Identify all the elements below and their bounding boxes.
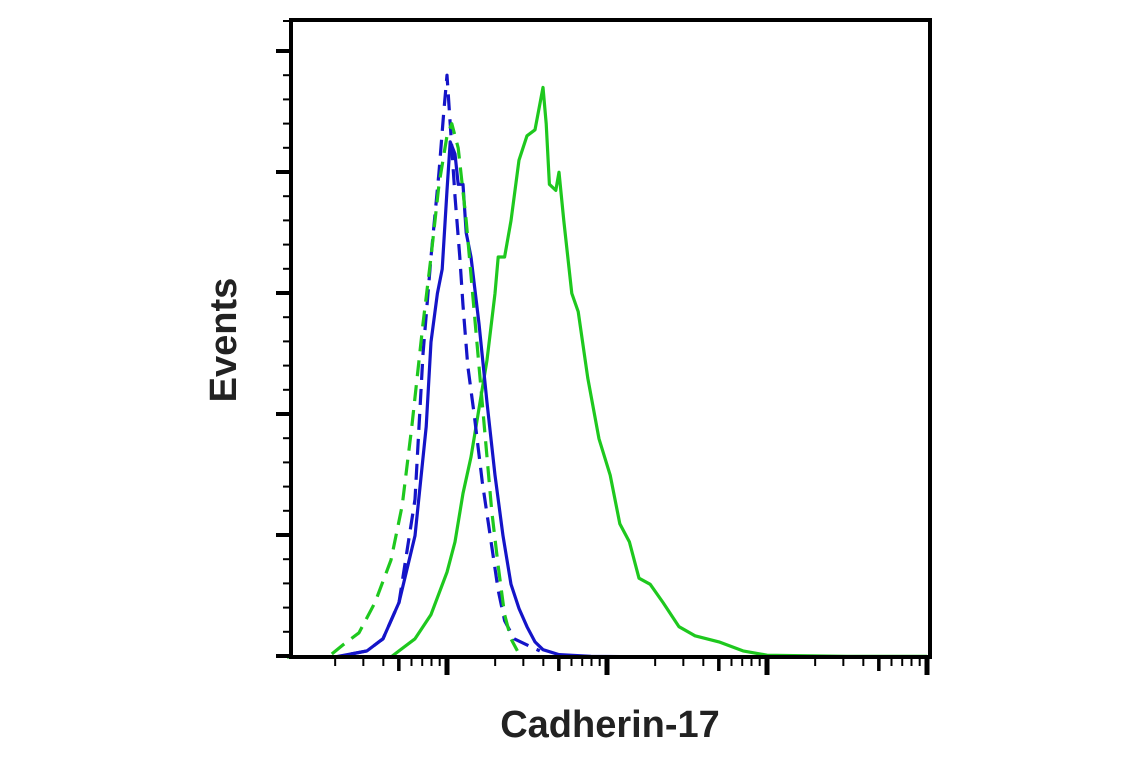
x-axis-label: Cadherin-17 <box>500 704 720 746</box>
series-line-0 <box>287 85 927 659</box>
histogram-series <box>287 73 927 659</box>
series-line-3 <box>330 122 519 656</box>
axes-frame <box>276 18 932 675</box>
series-line-1 <box>334 140 927 659</box>
y-axis-label: Events <box>203 278 245 403</box>
series-line-2 <box>350 73 541 656</box>
